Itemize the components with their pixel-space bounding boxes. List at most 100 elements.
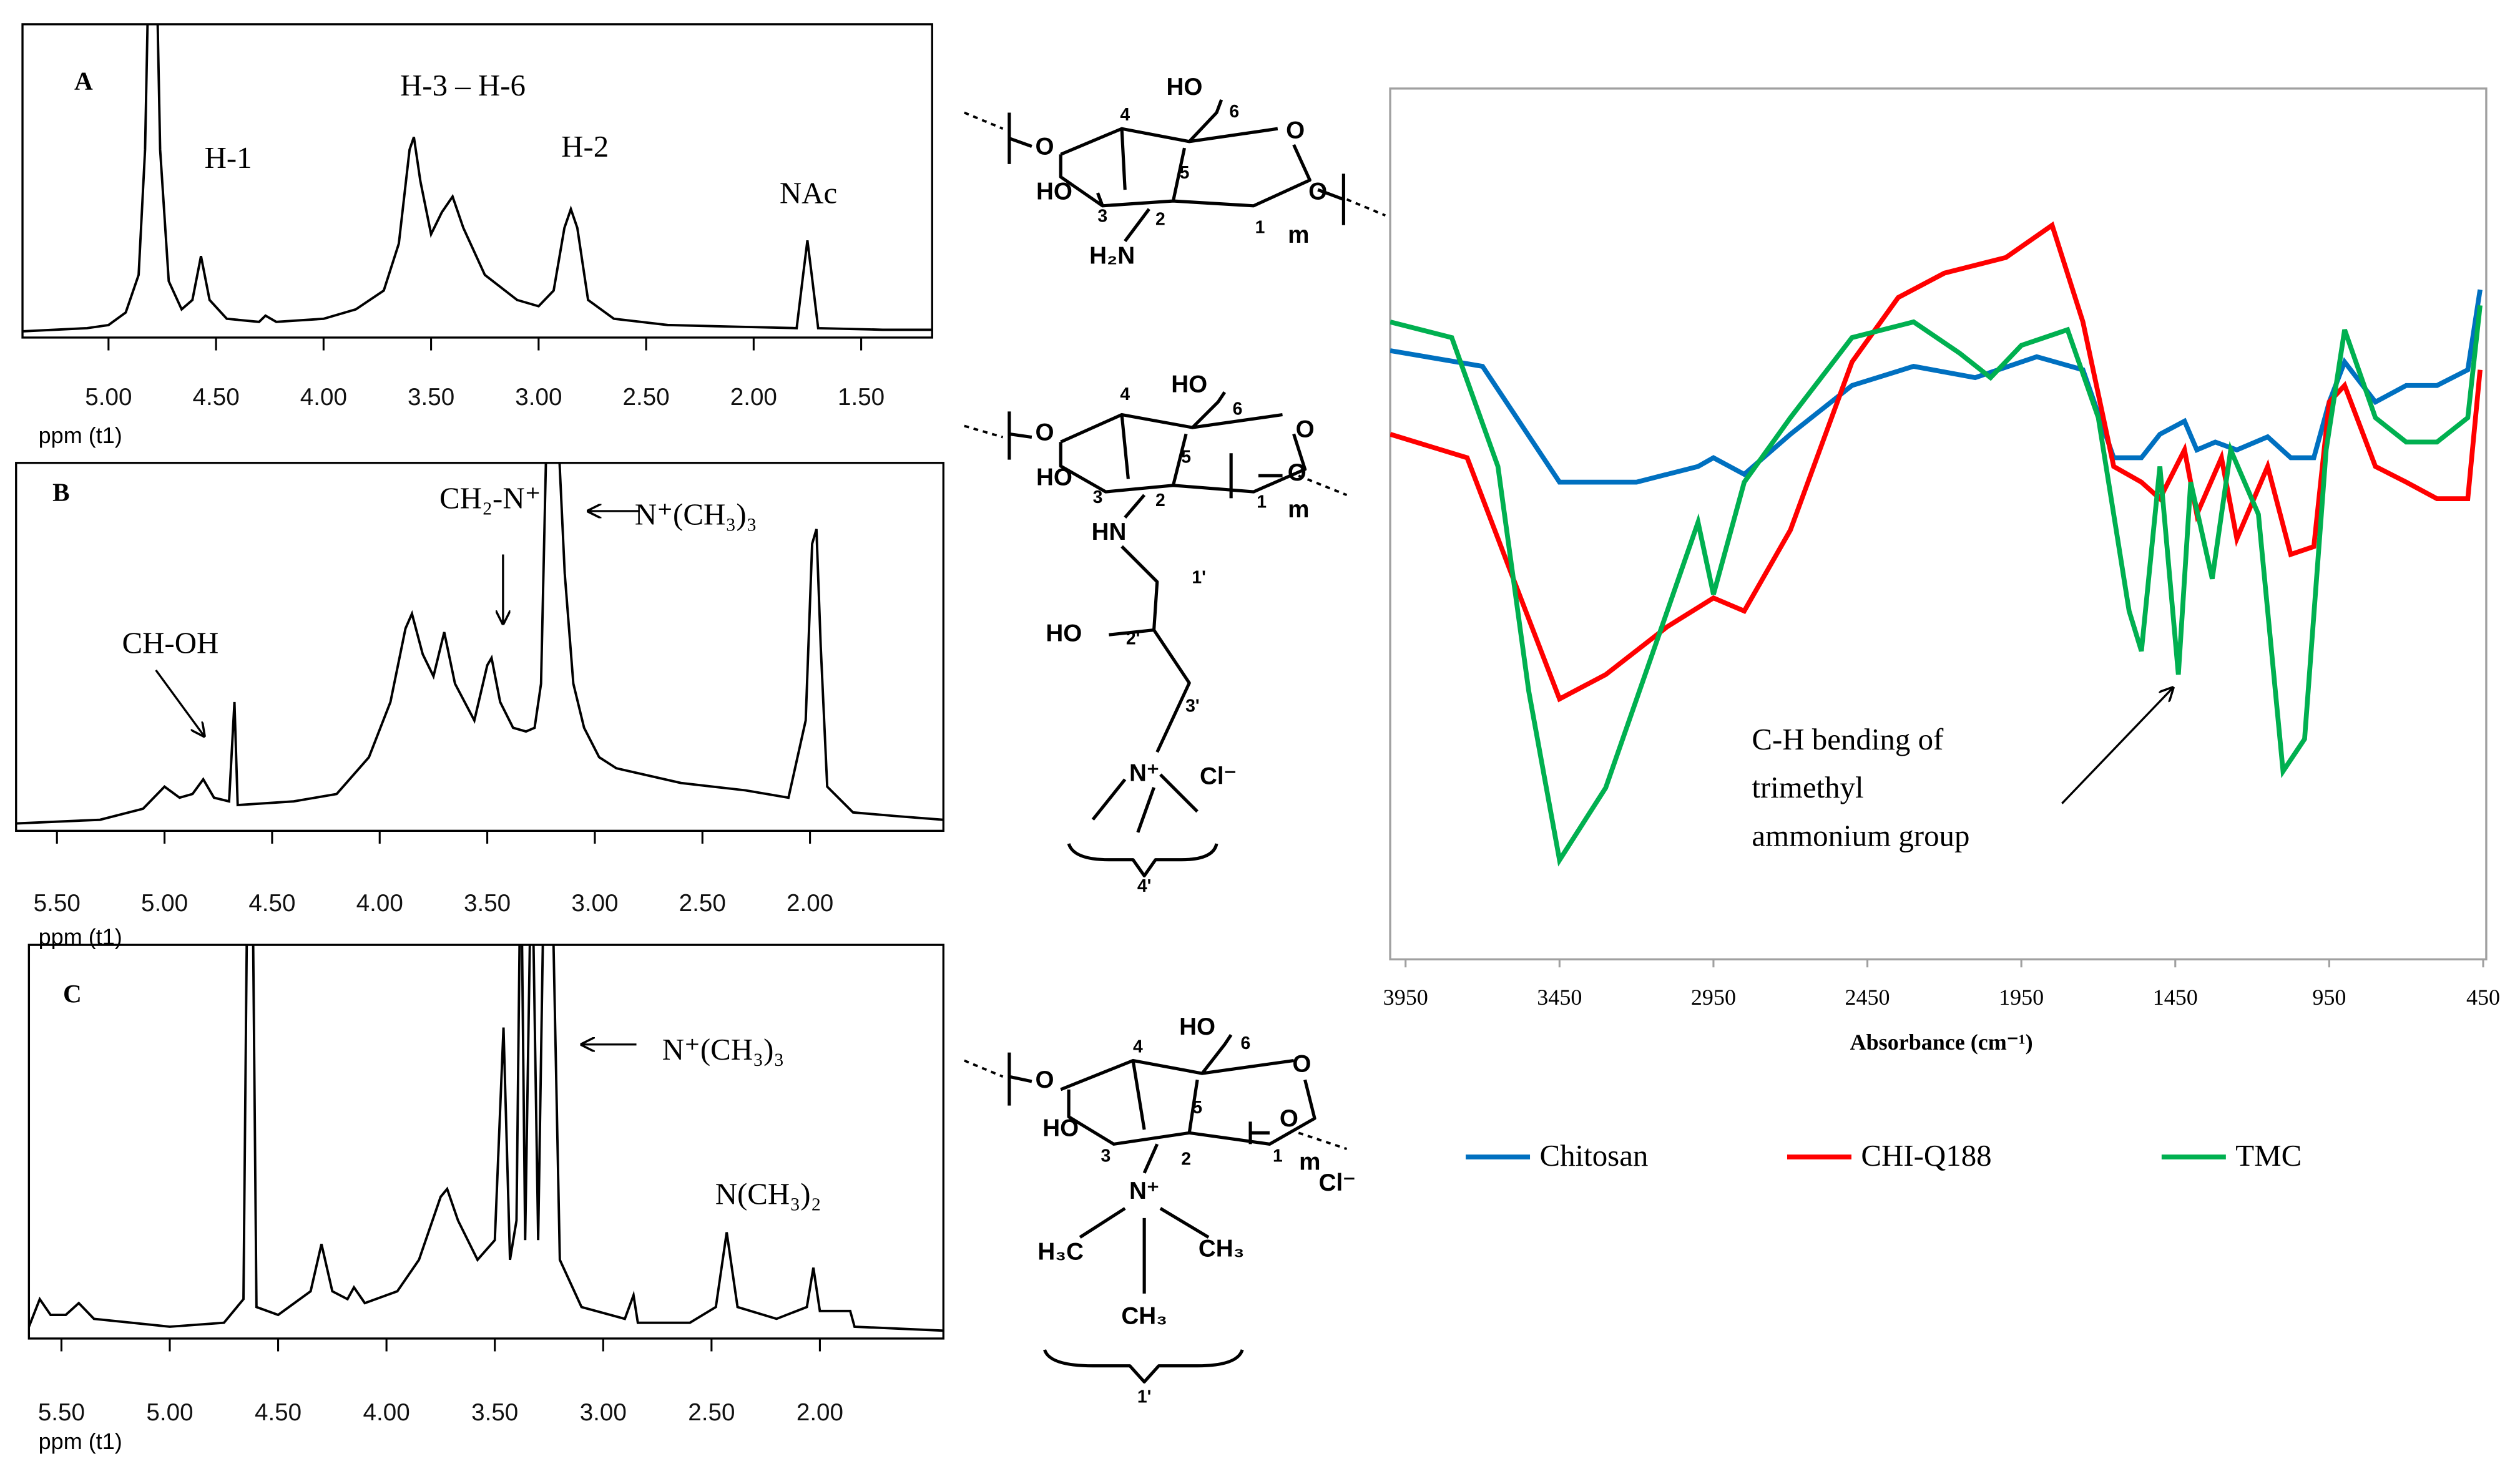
x-tick-label: 450 — [2466, 985, 2500, 1010]
legend-label: TMC — [2235, 1138, 2302, 1173]
x-tick-label: 1450 — [2153, 985, 2198, 1010]
bond — [1298, 1131, 1348, 1150]
x-tick-label: 3.50 — [408, 384, 454, 411]
legend-label: Chitosan — [1539, 1138, 1648, 1173]
annotation: ammonium group — [1752, 818, 1969, 852]
x-tick-label: 3.00 — [571, 890, 618, 917]
annotation: C-H bending of — [1752, 722, 1944, 756]
structure-label: 4 — [1120, 105, 1130, 125]
structure-label: O — [1296, 416, 1315, 442]
structure-label: 2' — [1126, 628, 1140, 648]
structure-label: HN — [1092, 519, 1127, 545]
x-tick-label: 3.50 — [464, 890, 511, 917]
structure-label: 4 — [1120, 384, 1130, 404]
spectrum-line — [1390, 289, 2483, 485]
x-tick-label: 3.50 — [471, 1399, 518, 1426]
structure-label: 2 — [1155, 490, 1165, 510]
structure-label: Cl⁻ — [1200, 763, 1237, 790]
structure-label: 1 — [1257, 492, 1267, 512]
structure-label: 1 — [1255, 217, 1265, 237]
structure-label: O — [1035, 419, 1054, 446]
annotation-arrows — [155, 511, 2173, 1045]
structure-label: HO — [1171, 371, 1207, 398]
structure-label: O — [1035, 133, 1054, 160]
annotation: N⁺(CH₃)₃ — [662, 1032, 785, 1066]
structure-label: HO — [1042, 1115, 1079, 1141]
x-tick-label: 4.50 — [255, 1399, 302, 1426]
x-tick-label: 2.50 — [679, 890, 726, 917]
annotation: H-3 – H-6 — [400, 68, 526, 102]
annotation: N(CH₃)₂ — [715, 1177, 821, 1211]
x-tick-label: 1.50 — [838, 384, 885, 411]
bond — [1298, 474, 1348, 497]
bond — [1346, 198, 1386, 217]
structure-label: 1' — [1137, 1387, 1151, 1407]
plot-frame — [21, 23, 933, 339]
x-tick-label: 5.00 — [141, 890, 188, 917]
arrow — [2061, 688, 2173, 804]
structure-label: O — [1288, 459, 1307, 486]
structure-label: m — [1299, 1148, 1320, 1175]
panel-label: A — [74, 67, 93, 95]
spectrum-line — [29, 945, 944, 1332]
structure-label: HO — [1036, 464, 1072, 491]
structure-label: N⁺ — [1129, 1178, 1159, 1204]
x-axis-label: Absorbance (cm⁻¹) — [1850, 1030, 2033, 1055]
x-tick-label: 2950 — [1691, 985, 1736, 1010]
bond — [964, 424, 1004, 439]
structure-label: H₃C — [1037, 1239, 1084, 1266]
panel-label: B — [52, 478, 69, 507]
bond — [964, 111, 1004, 130]
structure-label: H₂N — [1089, 242, 1135, 269]
structure-label: 6 — [1229, 102, 1239, 122]
structure-label: m — [1288, 222, 1309, 248]
x-tick-label: 5.50 — [34, 890, 81, 917]
arrow — [155, 669, 204, 736]
x-tick-label: 4.00 — [300, 384, 347, 411]
spectrum-line — [22, 24, 933, 333]
x-tick-label: 2.00 — [730, 384, 777, 411]
structure-label: O — [1308, 178, 1327, 205]
structure-label: CH₃ — [1121, 1303, 1167, 1330]
structure-label: 1' — [1192, 568, 1205, 588]
x-tick-label: 1950 — [1999, 985, 2044, 1010]
bond — [1008, 1033, 1316, 1384]
bond — [1008, 391, 1307, 878]
x-tick-label: 2.00 — [787, 890, 833, 917]
structure-label: 6 — [1240, 1033, 1250, 1053]
spectrum-line — [1390, 305, 2483, 867]
structure-label: HO — [1179, 1013, 1215, 1040]
structure-label: m — [1288, 496, 1309, 523]
x-tick-label: 2.50 — [623, 384, 670, 411]
annotation: H-1 — [205, 140, 252, 175]
structure-label: O — [1280, 1105, 1298, 1132]
x-tick-label: 5.00 — [85, 384, 132, 411]
plot-frame — [27, 944, 944, 1340]
annotation: CH₂-N⁺ — [439, 481, 541, 515]
structure-label: 5 — [1192, 1098, 1202, 1118]
x-tick-label: 5.00 — [146, 1399, 193, 1426]
bond — [1008, 99, 1345, 242]
annotation: H-2 — [561, 129, 609, 163]
structure-label: 2 — [1155, 209, 1165, 229]
structure-label: O — [1292, 1050, 1311, 1077]
structure-label: 5 — [1181, 447, 1191, 467]
structure-label: HO — [1046, 620, 1082, 647]
structure-label: 4 — [1133, 1037, 1143, 1057]
x-tick-label: 4.00 — [356, 890, 403, 917]
annotation: CH-OH — [122, 625, 218, 660]
structure-label: 3 — [1093, 487, 1103, 507]
structure-label: 3' — [1185, 696, 1199, 716]
annotation: N⁺(CH₃)₃ — [635, 497, 757, 532]
structure-label: O — [1286, 117, 1305, 144]
x-tick-label: 2450 — [1845, 985, 1890, 1010]
x-tick-label: 4.50 — [248, 890, 295, 917]
x-axis-label: ppm (t1) — [39, 1428, 122, 1454]
legend-label: CHI-Q188 — [1861, 1138, 1991, 1173]
x-tick-label: 3450 — [1537, 985, 1582, 1010]
structure-label: 6 — [1233, 399, 1243, 419]
spectrum-line — [1390, 221, 2483, 703]
x-axis-label: ppm (t1) — [39, 422, 122, 448]
plot-frame — [15, 462, 944, 832]
